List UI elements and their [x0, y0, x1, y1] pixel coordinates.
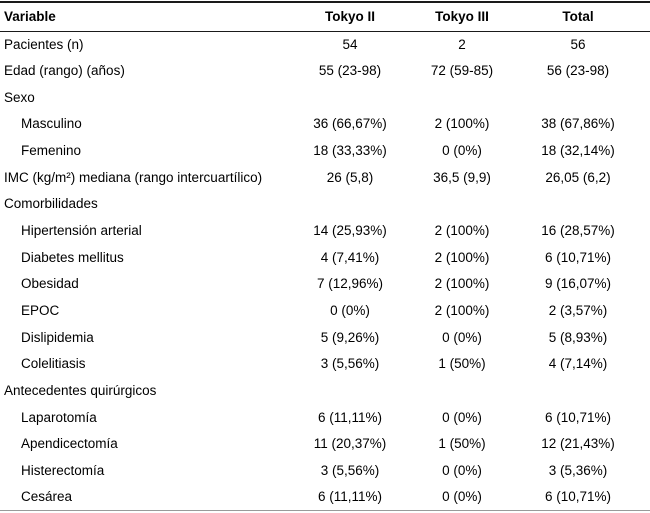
cell-value: 6 (11,11%)	[317, 409, 383, 425]
table-row: Cesárea 6 (11,11%) 0 (0%) 6 (10,71%)	[0, 484, 650, 511]
cell-value: 0 (0%)	[442, 143, 482, 159]
cell-value	[520, 84, 650, 111]
section-row: Antecedentes quirúrgicos	[0, 377, 650, 404]
cell-value	[404, 84, 520, 111]
cell-value: 0 (0%)	[330, 302, 370, 318]
cell-value: 3 (5,56%)	[320, 462, 380, 478]
table-row: Masculino 36 (66,67%) 2 (100%) 38 (67,86%)	[0, 111, 650, 138]
section-row: Comorbilidades	[0, 191, 650, 218]
cell-value	[520, 191, 650, 218]
row-label: Hipertensión arterial	[21, 223, 142, 239]
cell-value: 72 (59-85)	[430, 63, 494, 79]
column-header-variable: Variable	[0, 2, 296, 32]
row-label: Comorbilidades	[4, 196, 98, 212]
table-row: Apendicectomía 11 (20,37%) 1 (50%) 12 (21,4…	[0, 431, 650, 458]
row-label: EPOC	[21, 302, 60, 318]
cell-value: 12 (21,43%)	[541, 436, 615, 452]
cell-value: 2 (100%)	[434, 223, 490, 239]
row-label: Edad (rango) (años)	[4, 63, 125, 79]
cell-value: 36,5 (9,9)	[433, 169, 491, 185]
table-row: Dislipidemia 5 (9,26%) 0 (0%) 5 (8,93%)	[0, 324, 650, 351]
cell-value: 36 (66,67%)	[313, 116, 387, 132]
cell-value: 0 (0%)	[442, 462, 482, 478]
section-row: Sexo	[0, 84, 650, 111]
cell-value	[404, 191, 520, 218]
cell-value: 5 (8,93%)	[548, 329, 608, 345]
cell-value: 54	[342, 36, 358, 52]
table-row: Histerectomía 3 (5,56%) 0 (0%) 3 (5,36%)	[0, 457, 650, 484]
column-header-tokyo-ii: Tokyo II	[296, 2, 404, 32]
cell-value: 0 (0%)	[442, 409, 482, 425]
row-label: Pacientes (n)	[4, 36, 84, 52]
cell-value: 2 (100%)	[434, 116, 490, 132]
cell-value: 38 (67,86%)	[541, 116, 615, 132]
row-label: Femenino	[21, 143, 82, 159]
row-label: Histerectomía	[21, 462, 105, 478]
cell-value: 16 (28,57%)	[541, 223, 615, 239]
table-row: Edad (rango) (años) 55 (23-98) 72 (59-85) 5…	[0, 58, 650, 85]
cell-value: 55 (23-98)	[318, 63, 382, 79]
cell-value: 2 (100%)	[434, 302, 490, 318]
cell-value	[404, 377, 520, 404]
cell-value: 1 (50%)	[438, 436, 486, 452]
cell-value: 6 (10,71%)	[544, 249, 612, 265]
table-row: Diabetes mellitus 4 (7,41%) 2 (100%) 6 (10,…	[0, 244, 650, 271]
table-row: Hipertensión arterial 14 (25,93%) 2 (100%)…	[0, 217, 650, 244]
row-label: Masculino	[21, 116, 82, 132]
cell-value: 56 (23-98)	[546, 63, 610, 79]
cell-value: 4 (7,41%)	[320, 249, 380, 265]
row-label: Laparotomía	[21, 409, 97, 425]
row-label: Cesárea	[21, 489, 73, 505]
cell-value: 26,05 (6,2)	[545, 169, 611, 185]
row-label: Sexo	[4, 89, 35, 105]
cell-value: 4 (7,14%)	[548, 356, 608, 372]
column-header-tokyo-iii: Tokyo III	[404, 2, 520, 32]
cell-value: 7 (12,96%)	[316, 276, 384, 292]
row-label: Antecedentes quirúrgicos	[4, 382, 157, 398]
cell-value	[520, 377, 650, 404]
row-label: Obesidad	[21, 276, 79, 292]
cell-value: 2 (100%)	[434, 249, 490, 265]
table-row: Laparotomía 6 (11,11%) 0 (0%) 6 (10,71%)	[0, 404, 650, 431]
cell-value: 6 (10,71%)	[544, 409, 612, 425]
row-label: IMC (kg/m²) mediana (rango intercuartíli…	[4, 169, 263, 185]
cell-value: 0 (0%)	[442, 329, 482, 345]
cell-value	[296, 84, 404, 111]
cell-value: 18 (33,33%)	[313, 143, 387, 159]
cell-value: 6 (10,71%)	[544, 489, 612, 505]
cell-value: 2	[458, 36, 466, 52]
cell-value: 18 (32,14%)	[541, 143, 615, 159]
table-row: IMC (kg/m²) mediana (rango intercuartíli…	[0, 164, 650, 191]
cell-value	[296, 191, 404, 218]
cell-value: 2 (3,57%)	[548, 302, 608, 318]
row-label: Diabetes mellitus	[21, 249, 124, 265]
table-row: EPOC 0 (0%) 2 (100%) 2 (3,57%)	[0, 297, 650, 324]
cell-value: 26 (5,8)	[326, 169, 374, 185]
table-row: Femenino 18 (33,33%) 0 (0%) 18 (32,14%)	[0, 138, 650, 165]
cell-value: 56	[570, 36, 586, 52]
row-label: Colelitiasis	[21, 356, 86, 372]
cell-value: 14 (25,93%)	[313, 223, 387, 239]
table-row: Pacientes (n) 54 2 56	[0, 31, 650, 58]
row-label: Apendicectomía	[21, 436, 118, 452]
cell-value: 3 (5,56%)	[320, 356, 380, 372]
header-row: Variable Tokyo II Tokyo III Total	[0, 2, 650, 32]
cell-value: 6 (11,11%)	[317, 489, 383, 505]
cell-value: 3 (5,36%)	[548, 462, 608, 478]
cell-value	[296, 377, 404, 404]
column-header-total: Total	[520, 2, 650, 32]
cell-value: 0 (0%)	[442, 489, 482, 505]
row-label: Dislipidemia	[21, 329, 94, 345]
cell-value: 1 (50%)	[438, 356, 486, 372]
cell-value: 9 (16,07%)	[544, 276, 612, 292]
cell-value: 2 (100%)	[434, 276, 490, 292]
table-row: Colelitiasis 3 (5,56%) 1 (50%) 4 (7,14%)	[0, 351, 650, 378]
cell-value: 11 (20,37%)	[313, 436, 387, 452]
cell-value: 5 (9,26%)	[320, 329, 380, 345]
table-row: Obesidad 7 (12,96%) 2 (100%) 9 (16,07%)	[0, 271, 650, 298]
